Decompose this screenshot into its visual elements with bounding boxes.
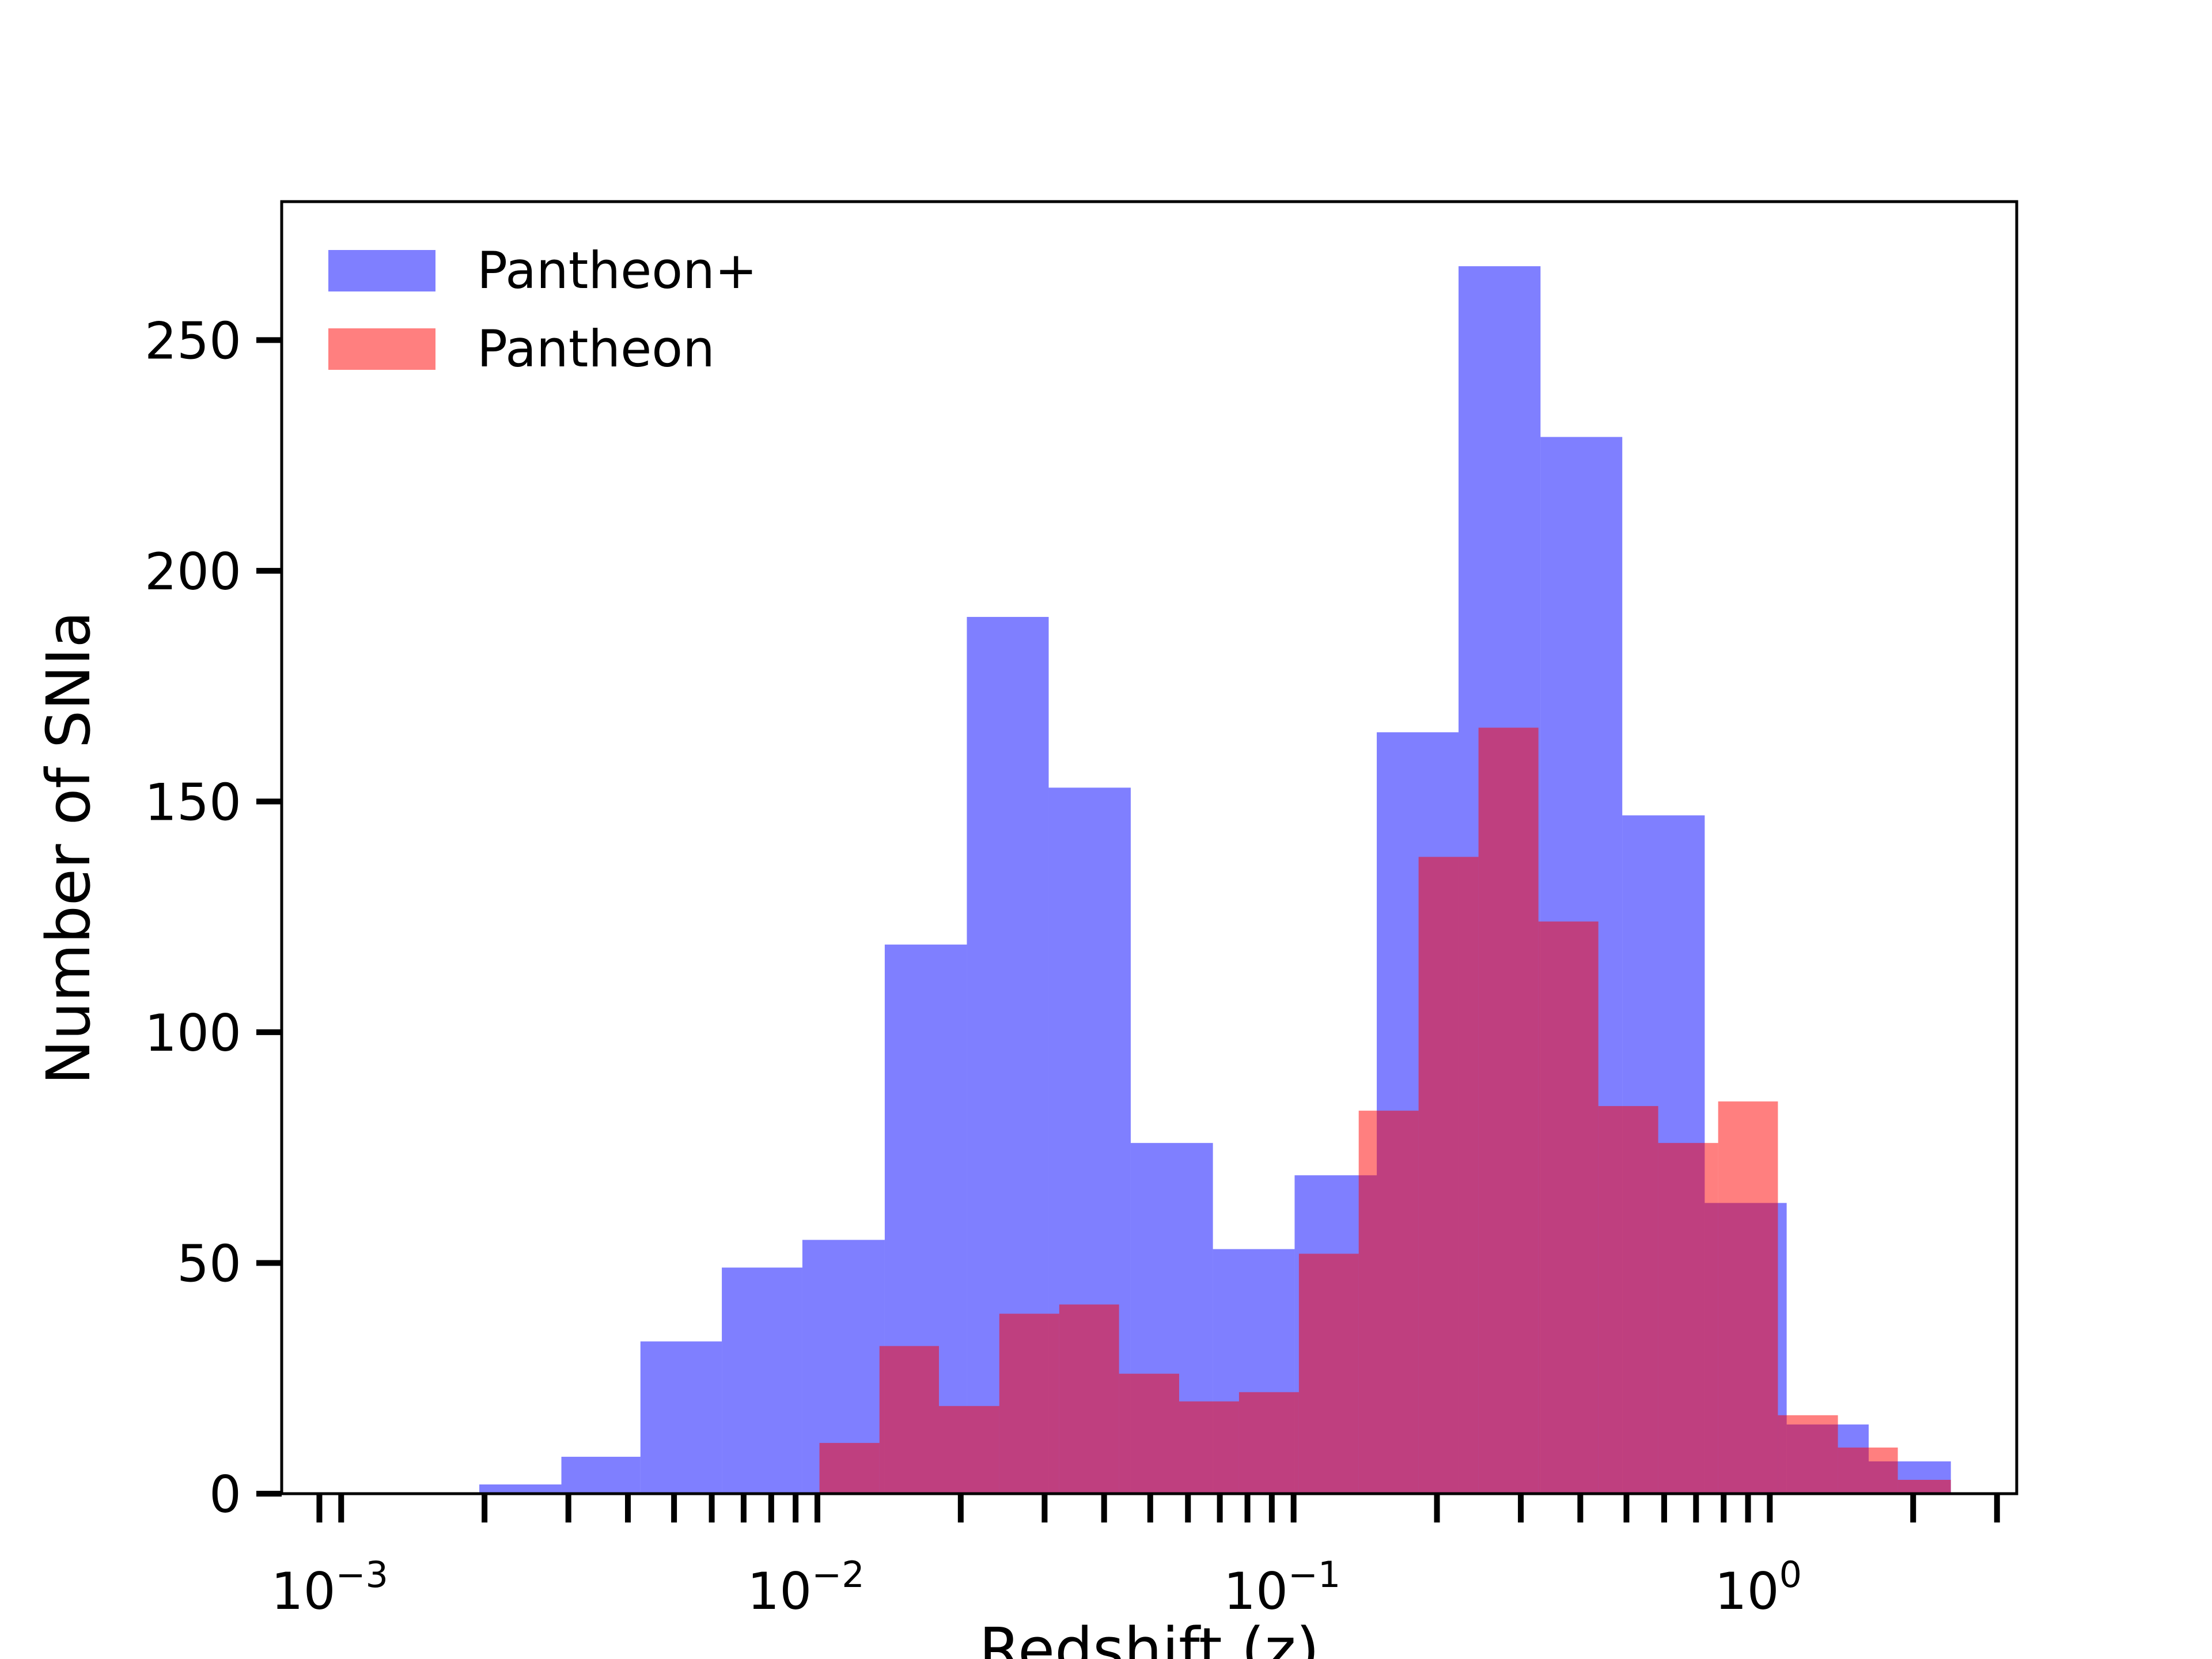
legend: Pantheon+ Pantheon <box>328 241 757 378</box>
y-tick-label-200: 200 <box>145 542 241 601</box>
x-tick-label: 10−3 <box>271 1554 388 1621</box>
y-tick-label-150: 150 <box>145 772 241 832</box>
bar-pantheon-10 <box>1418 857 1479 1494</box>
x-axis-label: Redshift (z) <box>979 1615 1320 1659</box>
bar-pantheon-17 <box>1838 1447 1898 1494</box>
bar-pantheon-1 <box>879 1346 940 1494</box>
legend-swatch-pantheon <box>328 328 435 370</box>
bar-pantheon-7 <box>1238 1392 1299 1494</box>
x-tick-label: 100 <box>1715 1554 1802 1621</box>
bar-pantheon-18 <box>1897 1479 1951 1494</box>
legend-swatch-pantheon-plus <box>328 250 435 291</box>
y-axis-label: Number of SNIa <box>33 611 104 1085</box>
bar-pantheon-plus-4 <box>722 1267 802 1494</box>
x-axis: 10−3 10−2 10−1 100 <box>271 1494 2000 1621</box>
bar-pantheon-plus-3 <box>640 1341 722 1494</box>
y-tick-label-250: 250 <box>145 311 241 370</box>
series-pantheon <box>819 728 1951 1494</box>
bar-pantheon-13 <box>1598 1106 1658 1494</box>
bar-pantheon-5 <box>1119 1373 1179 1494</box>
bar-pantheon-12 <box>1538 921 1599 1494</box>
y-tick-label-100: 100 <box>145 1003 241 1063</box>
bar-pantheon-3 <box>999 1313 1059 1494</box>
bar-pantheon-plus-2 <box>561 1456 641 1494</box>
bar-pantheon-4 <box>1059 1304 1119 1494</box>
bar-pantheon-2 <box>939 1406 999 1494</box>
bar-pantheon-8 <box>1298 1253 1359 1494</box>
bar-pantheon-9 <box>1358 1111 1419 1494</box>
x-tick-label: 10−1 <box>1224 1554 1340 1621</box>
bar-pantheon-plus-1 <box>479 1484 562 1494</box>
legend-label-pantheon-plus: Pantheon+ <box>477 241 757 300</box>
bar-pantheon-11 <box>1478 728 1539 1494</box>
legend-label-pantheon: Pantheon <box>477 319 715 378</box>
bar-pantheon-16 <box>1778 1415 1838 1494</box>
bar-pantheon-14 <box>1658 1143 1718 1494</box>
bars-layer <box>479 266 1951 1494</box>
bar-pantheon-6 <box>1179 1401 1239 1494</box>
y-tick-label-0: 0 <box>209 1465 241 1524</box>
x-tick-label: 10−2 <box>747 1554 864 1621</box>
bar-pantheon-15 <box>1718 1101 1778 1494</box>
bar-pantheon-0 <box>819 1442 880 1494</box>
y-axis: 0 50 100 150 200 250 <box>145 311 282 1524</box>
y-tick-label-50: 50 <box>177 1234 241 1293</box>
